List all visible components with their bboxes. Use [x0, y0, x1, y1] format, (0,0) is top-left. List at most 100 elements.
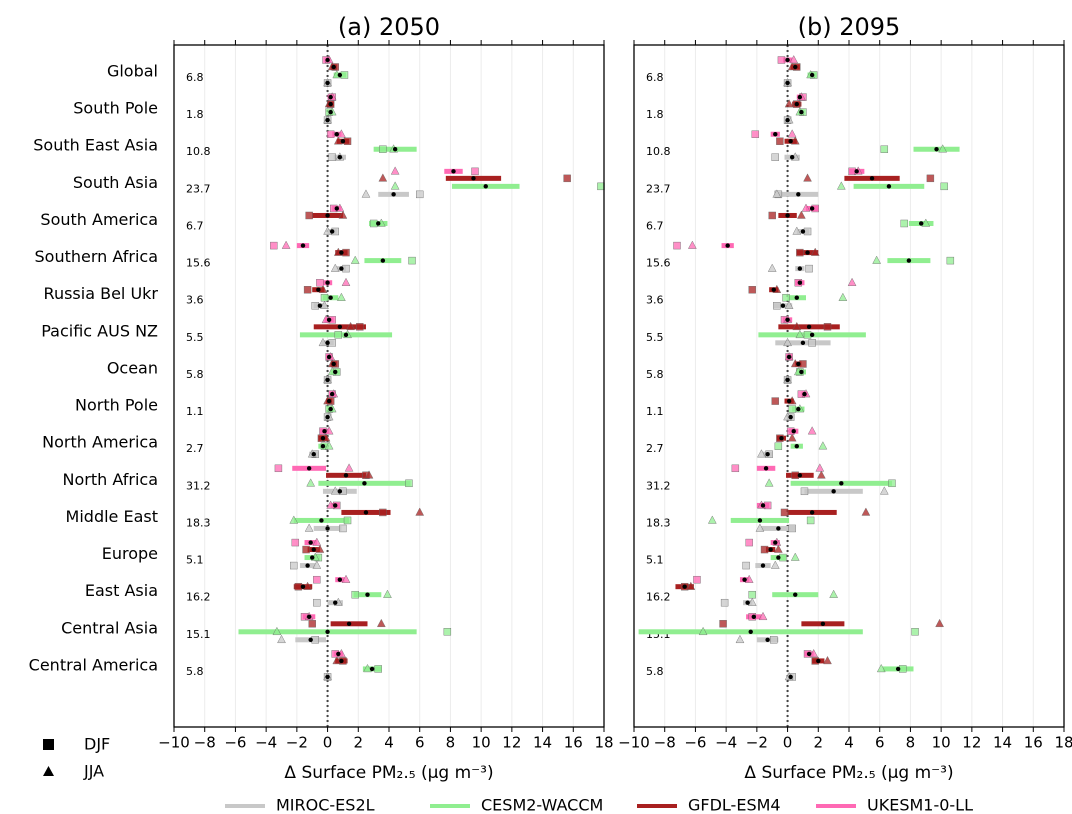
- region-value: 6.7: [186, 219, 204, 232]
- legend-label: GFDL-ESM4: [688, 796, 781, 814]
- jja-label: JJA: [83, 762, 104, 781]
- mean-dot: [305, 563, 310, 568]
- mean-dot: [786, 354, 792, 360]
- djf-marker: [745, 538, 753, 547]
- jja-marker: [320, 300, 329, 309]
- region-value: 16.2: [646, 591, 671, 604]
- jja-marker: [330, 486, 340, 495]
- region-value: 16.2: [186, 591, 211, 604]
- jja-marker: [784, 99, 794, 108]
- jja-marker: [757, 449, 766, 458]
- mean-dot: [326, 354, 332, 360]
- djf-marker: [771, 397, 779, 405]
- mean-dot: [328, 101, 333, 107]
- mean-dot: [796, 406, 801, 412]
- djf-marker: [773, 302, 781, 310]
- x-tick-label: −2: [746, 734, 768, 752]
- djf-marker: [788, 524, 796, 533]
- mean-dot: [794, 101, 799, 107]
- djf-marker: [940, 182, 948, 191]
- djf-marker: [777, 56, 786, 64]
- mean-dot: [328, 109, 333, 115]
- region-value: 15.6: [646, 257, 671, 270]
- djf-marker: [771, 153, 779, 161]
- djf-marker: [760, 545, 769, 554]
- mean-dot: [319, 518, 324, 523]
- jja-marker: [272, 626, 282, 635]
- mean-dot: [316, 287, 321, 292]
- jja-marker: [789, 55, 799, 64]
- mean-dot: [725, 243, 730, 248]
- mean-dot: [839, 481, 844, 486]
- region-label: Central Asia: [61, 618, 158, 637]
- jja-marker: [390, 166, 400, 175]
- mean-dot: [854, 169, 859, 174]
- mean-dot: [483, 184, 488, 189]
- djf-marker: [408, 256, 416, 265]
- mean-dot: [322, 429, 327, 434]
- mean-dot: [793, 592, 798, 597]
- mean-dot: [805, 250, 810, 255]
- mean-dot: [343, 473, 349, 478]
- x-axis-label: Δ Surface PM₂.₅ (μg m⁻³): [284, 763, 493, 783]
- x-tick-label: 16: [1024, 734, 1043, 752]
- region-value: 3.6: [186, 294, 204, 307]
- mean-dot: [337, 324, 343, 330]
- jja-marker: [861, 507, 871, 516]
- panel-title: (b) 2095: [798, 13, 901, 41]
- djf-marker: [788, 405, 796, 413]
- mean-dot: [310, 555, 315, 560]
- jja-marker: [341, 574, 351, 583]
- jja-marker: [838, 292, 848, 301]
- djf-marker: [274, 464, 283, 473]
- jja-marker: [332, 655, 342, 665]
- jja-marker: [315, 544, 325, 553]
- mean-dot: [763, 466, 769, 471]
- jja-marker: [361, 189, 371, 198]
- jja-marker: [790, 552, 800, 561]
- mean-dot: [797, 473, 803, 478]
- mean-dot: [337, 72, 343, 78]
- mean-dot: [451, 169, 456, 174]
- x-tick-label: 6: [875, 734, 885, 752]
- jja-marker: [764, 478, 774, 487]
- region-value: 6.8: [646, 71, 664, 84]
- djf-marker: [673, 241, 681, 250]
- jja-marker: [755, 523, 765, 532]
- mean-dot: [306, 614, 312, 619]
- mean-dot: [785, 80, 790, 86]
- mean-dot: [328, 406, 333, 412]
- mean-dot: [816, 658, 821, 664]
- jja-marker: [735, 634, 745, 643]
- djf-marker: [900, 219, 908, 228]
- region-value: 1.1: [186, 405, 204, 418]
- djf-marker: [379, 145, 387, 153]
- jja-marker: [787, 129, 797, 138]
- jja-marker: [767, 263, 777, 272]
- mean-dot: [809, 510, 815, 515]
- mean-dot: [793, 64, 798, 70]
- mean-dot: [788, 139, 793, 144]
- jja-marker: [376, 618, 386, 627]
- x-tick-label: 18: [594, 734, 613, 752]
- x-tick-label: 4: [384, 734, 394, 752]
- jja-marker: [324, 441, 334, 450]
- djf-marker: [471, 167, 479, 176]
- mean-dot: [918, 221, 924, 226]
- djf-marker: [780, 508, 789, 517]
- mean-dot: [339, 266, 344, 271]
- region-value: 15.6: [186, 257, 211, 270]
- djf-marker: [416, 190, 424, 199]
- jja-marker: [346, 321, 355, 331]
- mean-dot: [325, 80, 330, 86]
- djf-marker: [880, 145, 889, 153]
- jja-marker: [415, 507, 425, 516]
- jja-marker: [872, 255, 881, 264]
- mean-dot: [773, 540, 778, 545]
- mean-dot: [380, 258, 386, 263]
- djf-marker: [770, 636, 778, 644]
- mean-dot: [300, 584, 306, 589]
- x-tick-label: 6: [415, 734, 425, 752]
- djf-marker: [782, 294, 790, 302]
- x-tick-label: 10: [472, 734, 491, 752]
